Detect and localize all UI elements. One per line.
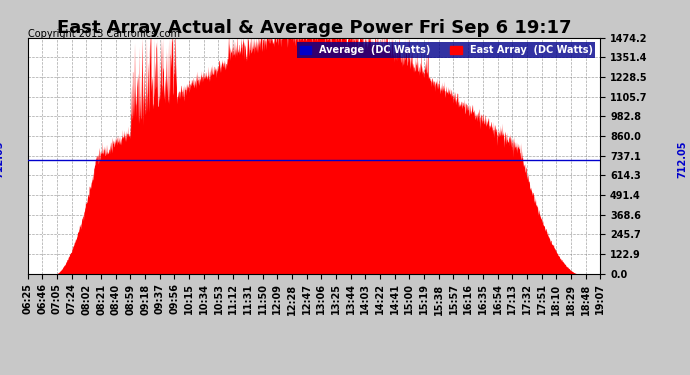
Text: 712.05: 712.05 xyxy=(0,141,5,178)
Text: 712.05: 712.05 xyxy=(678,141,688,178)
Text: Copyright 2013 Cartronics.com: Copyright 2013 Cartronics.com xyxy=(28,29,179,39)
Title: East Array Actual & Average Power Fri Sep 6 19:17: East Array Actual & Average Power Fri Se… xyxy=(57,20,571,38)
Legend: Average  (DC Watts), East Array  (DC Watts): Average (DC Watts), East Array (DC Watts… xyxy=(297,42,595,58)
